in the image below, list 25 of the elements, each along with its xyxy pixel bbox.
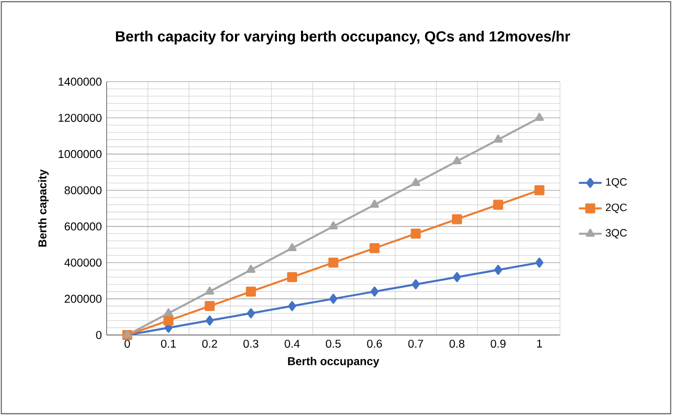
x-tick-label: 0: [124, 340, 130, 348]
y-tick-label: 600000: [64, 222, 102, 230]
x-tick-label: 0.7: [408, 340, 424, 348]
x-tick-label: 0.6: [367, 340, 382, 348]
legend-label: 1QC: [606, 178, 627, 188]
x-axis-title: Berth occupancy: [288, 356, 380, 368]
x-tick-label: 0.9: [490, 340, 506, 348]
y-tick-label: 1400000: [58, 78, 102, 86]
x-tick-label: 0.5: [326, 340, 341, 348]
legend-label: 2QC: [606, 204, 627, 214]
y-tick-label: 200000: [64, 294, 102, 303]
y-tick-label: 800000: [64, 186, 102, 194]
x-tick-label: 0.8: [450, 340, 464, 348]
x-tick-label: 0.1: [161, 340, 176, 348]
x-tick-label: 0.3: [243, 340, 258, 348]
x-tick-label: 0.2: [202, 340, 217, 348]
legend-label: 3QC: [606, 229, 627, 239]
y-tick-label: 0: [96, 330, 102, 340]
y-axis-title: Berth capacity: [38, 169, 49, 247]
chart-title: Berth capacity for varying berth occupancy, QCs and 12moves/hr: [116, 30, 570, 45]
x-tick-label: 1: [537, 340, 542, 348]
y-tick-label: 1000000: [58, 150, 102, 158]
y-tick-label: 400000: [64, 258, 102, 267]
y-tick-label: 1200000: [58, 114, 102, 122]
x-tick-label: 0.4: [284, 340, 300, 348]
